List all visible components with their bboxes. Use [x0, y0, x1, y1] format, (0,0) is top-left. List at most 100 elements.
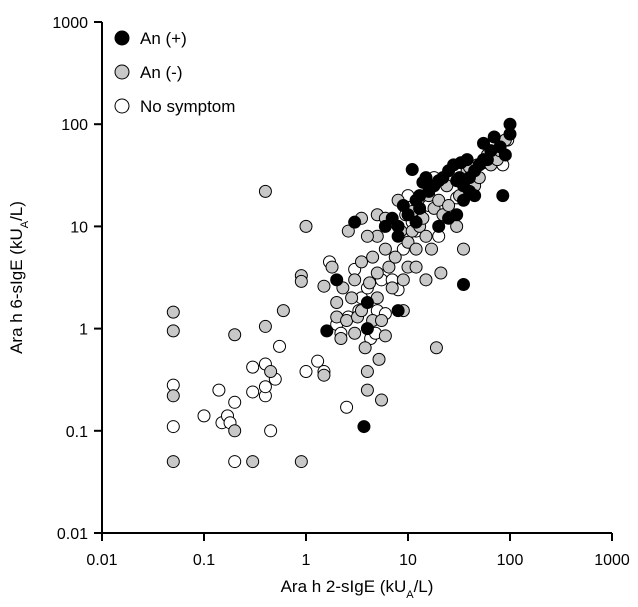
legend-an-positive-label: An (+): [140, 29, 187, 48]
point-an-positive: [378, 219, 392, 233]
point-an-positive: [496, 189, 510, 203]
point-no-symptom: [258, 380, 272, 394]
point-an-negative: [334, 332, 348, 346]
point-an-negative: [330, 296, 344, 310]
legend-an-negative-marker: [114, 64, 130, 80]
point-an-positive: [487, 130, 501, 144]
y-tick-label: 100: [61, 117, 88, 134]
point-an-negative: [366, 250, 380, 264]
x-tick-label: 1000: [594, 552, 630, 569]
point-an-negative: [372, 352, 386, 366]
y-tick-label: 10: [70, 219, 88, 236]
point-an-positive: [450, 208, 464, 222]
point-an-negative: [166, 305, 180, 319]
point-no-symptom: [273, 339, 287, 353]
point-an-positive: [391, 229, 405, 243]
point-no-symptom: [299, 365, 313, 379]
point-an-negative: [348, 273, 362, 287]
point-an-negative: [409, 242, 423, 256]
point-an-negative: [325, 260, 339, 274]
point-an-negative: [294, 274, 308, 288]
point-an-negative: [370, 266, 384, 280]
point-an-negative: [378, 329, 392, 343]
y-tick-label: 1: [79, 322, 88, 339]
legend: An (+) An (-) No symptom: [114, 29, 235, 116]
point-an-negative: [228, 328, 242, 342]
point-an-negative: [258, 184, 272, 198]
point-an-positive: [320, 324, 334, 338]
point-no-symptom: [212, 383, 226, 397]
point-an-negative: [258, 319, 272, 333]
x-tick-label: 10: [399, 552, 417, 569]
point-an-negative: [429, 341, 443, 355]
point-an-positive: [405, 163, 419, 177]
point-no-symptom: [197, 409, 211, 423]
point-no-symptom: [246, 385, 260, 399]
point-an-positive: [357, 420, 371, 434]
point-an-positive: [409, 215, 423, 229]
point-an-negative: [345, 291, 359, 305]
axes: [101, 22, 612, 534]
point-an-negative: [456, 242, 470, 256]
point-an-negative: [299, 219, 313, 233]
y-tick-label: 0.1: [66, 424, 88, 441]
point-an-negative: [419, 229, 433, 243]
point-an-positive: [409, 193, 423, 207]
x-axis-title: Ara h 2-sIgE (kUA/L): [281, 577, 434, 601]
point-an-negative: [228, 424, 242, 438]
point-an-negative: [264, 365, 278, 379]
point-an-negative: [166, 324, 180, 338]
point-an-positive: [477, 136, 491, 150]
point-an-positive: [503, 127, 517, 141]
tick-group: 0.01 0.1 1 10 100 1000 0.01 0.1 1 10 100 1000: [52, 15, 629, 569]
point-no-symptom: [228, 395, 242, 409]
point-an-negative: [360, 229, 374, 243]
point-an-negative: [378, 242, 392, 256]
point-an-positive: [416, 175, 430, 189]
point-an-negative: [341, 224, 355, 238]
point-an-negative: [388, 250, 402, 264]
point-an-negative: [432, 193, 446, 207]
point-an-negative: [419, 273, 433, 287]
point-an-negative: [409, 260, 423, 274]
point-an-negative: [360, 365, 374, 379]
point-an-negative: [360, 383, 374, 397]
point-an-negative: [317, 368, 331, 382]
point-an-negative: [442, 199, 456, 213]
point-an-positive: [348, 215, 362, 229]
point-an-negative: [348, 326, 362, 340]
point-no-symptom: [228, 455, 242, 469]
point-an-negative: [166, 389, 180, 403]
data-points: [166, 117, 517, 469]
point-no-symptom: [340, 400, 354, 414]
point-an-negative: [317, 279, 331, 293]
point-an-negative: [425, 242, 439, 256]
point-an-positive: [468, 189, 482, 203]
point-an-positive: [360, 296, 374, 310]
point-an-negative: [375, 393, 389, 407]
point-an-positive: [330, 273, 344, 287]
y-tick-label: 1000: [52, 15, 88, 32]
point-an-positive: [432, 219, 446, 233]
y-tick-label: 0.01: [57, 526, 88, 543]
point-no-symptom: [311, 354, 325, 368]
legend-an-positive-marker: [114, 30, 130, 46]
y-axis-title: Ara h 6-sIgE (kUA/L): [7, 201, 31, 354]
x-tick-label: 0.1: [193, 552, 215, 569]
point-an-negative: [434, 266, 448, 280]
legend-no-symptom-marker: [114, 98, 130, 114]
x-tick-label: 100: [497, 552, 524, 569]
legend-no-symptom-label: No symptom: [140, 97, 235, 116]
point-an-negative: [363, 276, 377, 290]
point-an-positive: [360, 322, 374, 336]
x-tick-label: 1: [302, 552, 311, 569]
point-an-negative: [385, 281, 399, 295]
point-an-negative: [375, 314, 389, 328]
point-an-negative: [358, 341, 372, 355]
point-an-negative: [396, 273, 410, 287]
point-an-negative: [354, 255, 368, 269]
point-an-negative: [166, 455, 180, 469]
point-an-positive: [456, 193, 470, 207]
